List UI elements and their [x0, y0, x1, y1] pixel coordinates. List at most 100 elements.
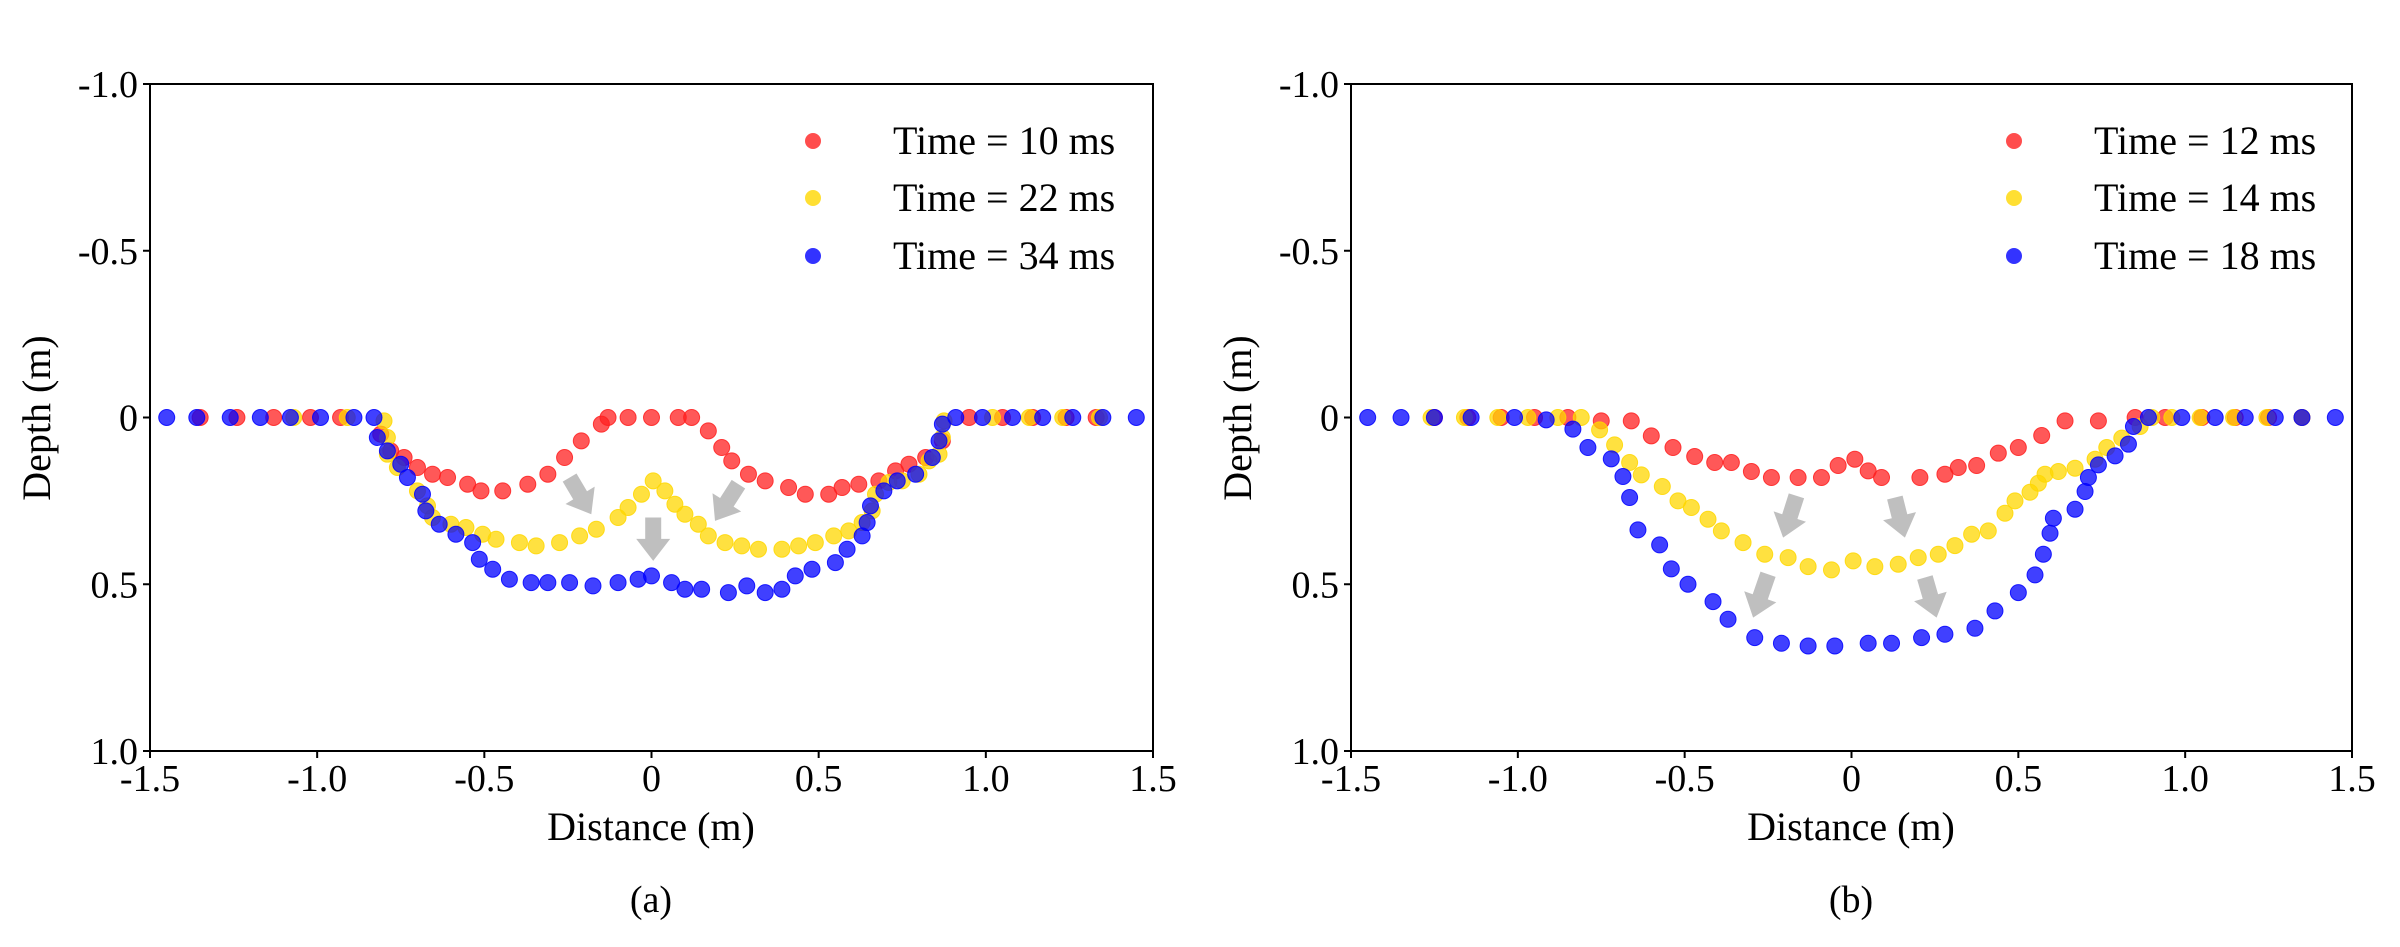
data-point [699, 527, 717, 545]
data-point [2119, 435, 2137, 453]
data-point [1602, 450, 1620, 468]
data-point [739, 465, 757, 483]
legend-label-10ms: Time = 10 ms [893, 118, 1115, 163]
data-point [392, 455, 410, 473]
data-point [1537, 411, 1555, 429]
data-point [756, 584, 774, 602]
panel-a-ticks: -1.5 -1.0 -0.5 0 0.5 1.0 1.5 -1.0 -0.5 0 0.5 1.0 [78, 64, 1177, 800]
data-point [472, 482, 490, 500]
data-point [1679, 575, 1697, 593]
data-point [1883, 634, 1901, 652]
data-point [1632, 466, 1650, 484]
data-point [281, 409, 299, 426]
data-point [1799, 558, 1817, 576]
data-point [1606, 436, 1624, 454]
data-point [500, 570, 518, 588]
legend-label-22ms: Time = 22 ms [893, 175, 1115, 220]
data-point [2293, 409, 2311, 426]
data-point [1734, 534, 1752, 552]
y-tick-label: -0.5 [78, 231, 138, 273]
data-point [858, 514, 876, 532]
data-point [723, 452, 741, 470]
data-point [619, 499, 637, 517]
data-point [1859, 634, 1877, 652]
data-point [826, 554, 844, 572]
data-point [378, 442, 396, 460]
data-point [850, 475, 868, 493]
data-point [470, 550, 488, 568]
data-point [1909, 549, 1927, 567]
data-point [2006, 492, 2024, 510]
data-point [643, 409, 660, 426]
data-point [1642, 427, 1660, 445]
data-point [1614, 468, 1632, 486]
data-point [1572, 409, 1590, 426]
data-point [1968, 457, 1986, 475]
y-tick-label: -0.5 [1279, 231, 1339, 273]
data-point [930, 432, 948, 450]
data-point [933, 415, 951, 433]
data-point [2089, 412, 2107, 430]
data-point [1722, 454, 1740, 472]
data-point [1756, 545, 1774, 563]
data-point [1996, 504, 2014, 522]
data-point [312, 409, 330, 426]
panel-b-marks [1359, 409, 2344, 655]
data-point [2076, 483, 2094, 501]
y-tick-label: 1.0 [91, 731, 139, 773]
series-time-18-ms [1359, 409, 2344, 655]
data-point [1686, 448, 1704, 466]
data-point [2009, 439, 2027, 457]
data-point [1359, 409, 1377, 426]
data-point [1946, 537, 1964, 555]
data-point [2034, 545, 2052, 563]
data-point [2066, 459, 2084, 477]
data-point [1505, 409, 1523, 426]
arrow-annotation [1773, 493, 1806, 538]
legend-marker-12ms [2006, 133, 2022, 149]
panel-b-x-axis-label: Distance (m) [1747, 804, 1955, 849]
data-point [2026, 566, 2044, 584]
data-point [1425, 409, 1443, 426]
arrow-annotation [636, 517, 671, 561]
data-point [551, 534, 569, 552]
data-point [1746, 629, 1764, 647]
data-point [417, 502, 435, 520]
data-point [1682, 499, 1700, 517]
data-point [1772, 634, 1790, 652]
data-point [1963, 525, 1981, 543]
y-tick-label: 0.5 [91, 564, 139, 606]
data-point [619, 409, 637, 426]
data-point [2191, 409, 2209, 426]
x-tick-label: -1.5 [1321, 758, 1381, 800]
data-point [1822, 561, 1840, 579]
data-point [2066, 500, 2084, 518]
data-point [539, 465, 557, 483]
data-point [345, 409, 363, 426]
data-point [556, 449, 574, 467]
data-point [825, 527, 843, 545]
data-point [2173, 409, 2191, 426]
data-point [2049, 463, 2067, 481]
data-point [1669, 492, 1687, 510]
arrow-annotation [712, 479, 746, 521]
data-point [861, 497, 879, 515]
x-tick-label: 0 [1842, 758, 1861, 800]
data-point [803, 560, 821, 578]
data-point [773, 540, 791, 558]
legend-label-18ms: Time = 18 ms [2094, 233, 2316, 278]
data-point [1873, 469, 1891, 487]
data-point [907, 465, 925, 483]
data-point [430, 515, 448, 533]
data-point [716, 534, 734, 552]
data-point [464, 534, 482, 552]
data-point [2326, 409, 2344, 426]
data-point [1742, 463, 1760, 481]
panel-b: -1.5 -1.0 -0.5 0 0.5 1.0 1.5 -1.0 -0.5 0 0.5 1.0 Di… [1215, 64, 2376, 921]
data-point [1622, 412, 1640, 430]
data-point [1094, 409, 1112, 426]
data-point [2033, 427, 2051, 445]
data-point [644, 472, 662, 490]
y-tick-label: 0 [1320, 398, 1339, 440]
data-point [1704, 593, 1722, 611]
